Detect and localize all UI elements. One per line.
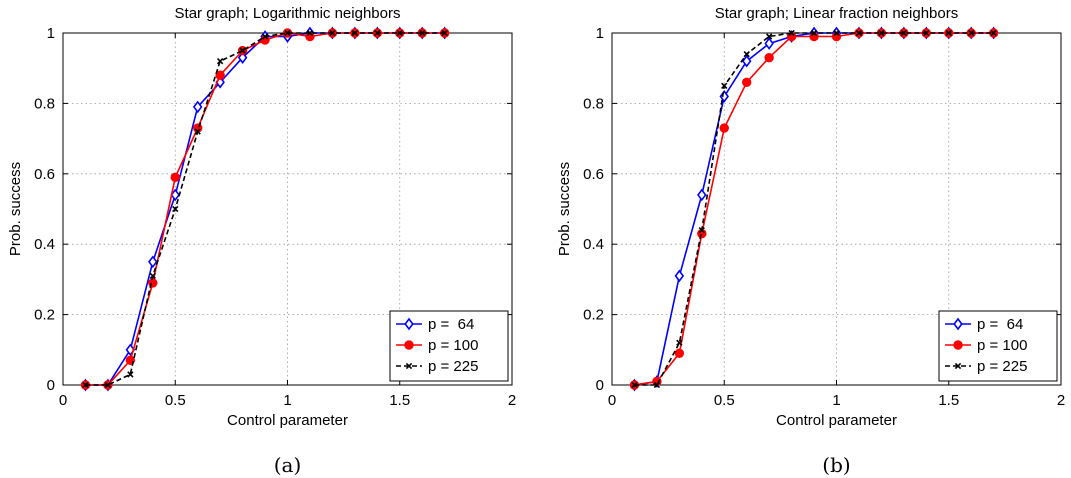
data-point bbox=[148, 255, 158, 269]
chart-title: Star graph; Linear fraction neighbors bbox=[715, 5, 958, 22]
data-point bbox=[261, 33, 269, 40]
data-point bbox=[719, 123, 729, 133]
y-tick-label: 0.8 bbox=[583, 95, 604, 112]
data-point bbox=[674, 348, 685, 359]
data-point bbox=[441, 29, 448, 37]
data-point bbox=[676, 339, 683, 346]
legend-swatch-marker bbox=[405, 362, 413, 370]
data-point bbox=[149, 272, 156, 280]
legend: p = 64 p = 100 p = 225 bbox=[389, 310, 509, 382]
y-axis-label: Prob. success bbox=[7, 162, 24, 256]
legend-swatch-marker bbox=[404, 317, 414, 331]
x-tick-label: 1.5 bbox=[389, 392, 410, 409]
y-tick-label: 0.4 bbox=[583, 236, 604, 253]
data-point bbox=[306, 29, 314, 37]
data-point bbox=[923, 29, 930, 37]
chart-panel-0: 0 0.5 1 1.5 2 0 0.2 0.4 0.6 0.8 1 Star graph; Logar… bbox=[7, 5, 516, 477]
y-tick-label: 0.2 bbox=[583, 307, 604, 324]
series-2 bbox=[82, 29, 448, 389]
figure-caption: (b) bbox=[822, 453, 850, 477]
y-tick-label: 0.8 bbox=[34, 95, 55, 112]
x-tick-label: 1 bbox=[832, 392, 840, 409]
y-tick-label: 1 bbox=[47, 25, 55, 42]
x-axis-label: Control parameter bbox=[776, 412, 897, 429]
data-point bbox=[990, 29, 997, 37]
legend: p = 64 p = 100 p = 225 bbox=[938, 310, 1058, 382]
data-point bbox=[396, 29, 403, 37]
data-point bbox=[764, 52, 774, 63]
data-point bbox=[374, 29, 381, 37]
data-point bbox=[172, 205, 179, 213]
x-axis-label: Control parameter bbox=[227, 412, 348, 429]
data-point bbox=[127, 371, 134, 378]
legend-swatch-marker bbox=[953, 317, 963, 331]
data-point bbox=[698, 226, 705, 234]
data-point bbox=[419, 29, 426, 37]
y-tick-label: 0.4 bbox=[34, 236, 55, 253]
data-point bbox=[743, 50, 750, 58]
data-point bbox=[765, 33, 773, 40]
y-tick-label: 1 bbox=[596, 25, 604, 42]
series-2 bbox=[631, 29, 997, 389]
legend-swatch-marker bbox=[954, 362, 962, 370]
y-tick-label: 0.2 bbox=[34, 307, 55, 324]
y-tick-label: 0 bbox=[47, 377, 55, 394]
y-tick-label: 0 bbox=[596, 377, 604, 394]
x-tick-label: 1 bbox=[283, 392, 291, 409]
data-point bbox=[104, 381, 112, 389]
chart-title: Star graph; Logarithmic neighbors bbox=[175, 5, 401, 22]
data-point bbox=[170, 172, 180, 183]
data-point bbox=[721, 82, 728, 89]
data-point bbox=[653, 381, 661, 389]
data-point bbox=[968, 29, 975, 37]
x-tick-label: 2 bbox=[508, 392, 516, 409]
y-tick-label: 0.6 bbox=[583, 166, 604, 183]
x-tick-label: 0 bbox=[608, 392, 616, 409]
legend-entry: p = 100 bbox=[977, 337, 1027, 354]
legend-swatch-marker bbox=[953, 340, 963, 350]
y-tick-label: 0.6 bbox=[34, 166, 55, 183]
legend-entry: p = 100 bbox=[428, 337, 478, 354]
data-point bbox=[833, 29, 840, 37]
data-point bbox=[215, 70, 225, 80]
data-point bbox=[674, 269, 685, 283]
data-point bbox=[237, 51, 248, 64]
y-axis-label: Prob. success bbox=[556, 162, 573, 256]
legend-entry: p = 225 bbox=[428, 358, 478, 375]
data-point bbox=[788, 29, 795, 37]
chart-panel-1: 0 0.5 1 1.5 2 0 0.2 0.4 0.6 0.8 1 Star graph; Linea… bbox=[556, 5, 1065, 477]
legend-entry: p = 64 bbox=[428, 316, 474, 333]
data-point bbox=[764, 37, 774, 50]
data-point bbox=[631, 381, 638, 389]
data-point bbox=[742, 77, 752, 87]
data-point bbox=[170, 188, 180, 202]
legend-swatch-marker bbox=[404, 340, 414, 350]
data-point bbox=[697, 188, 707, 202]
figure-caption: (a) bbox=[274, 453, 302, 477]
data-point bbox=[855, 29, 863, 37]
data-point bbox=[741, 54, 752, 68]
data-point bbox=[82, 381, 89, 389]
x-tick-label: 0 bbox=[59, 392, 67, 409]
x-tick-label: 0.5 bbox=[165, 392, 186, 409]
data-point bbox=[945, 29, 952, 37]
data-point bbox=[284, 29, 291, 37]
data-point bbox=[351, 29, 359, 37]
data-point bbox=[216, 57, 224, 65]
legend-entry: p = 225 bbox=[977, 358, 1027, 375]
data-point bbox=[329, 29, 336, 37]
legend-entry: p = 64 bbox=[977, 316, 1023, 333]
x-tick-label: 1.5 bbox=[938, 392, 959, 409]
data-point bbox=[239, 47, 246, 54]
data-point bbox=[192, 100, 203, 114]
x-tick-label: 0.5 bbox=[714, 392, 735, 409]
data-point bbox=[878, 29, 885, 37]
x-tick-label: 2 bbox=[1057, 392, 1065, 409]
data-point bbox=[810, 29, 818, 37]
data-point bbox=[194, 128, 201, 135]
data-point bbox=[900, 29, 908, 37]
